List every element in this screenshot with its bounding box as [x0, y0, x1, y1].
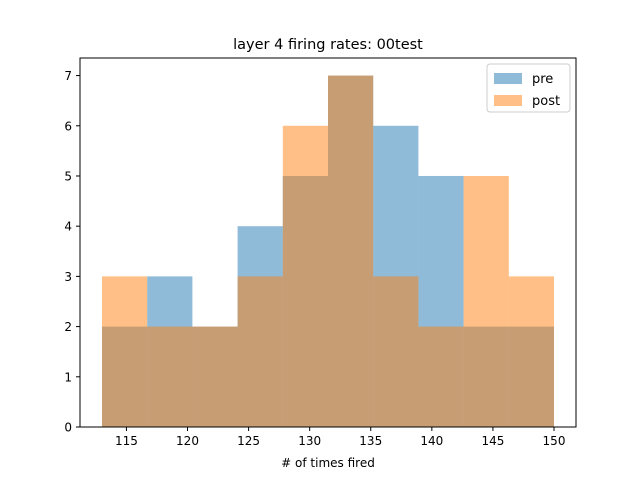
histogram-bar-post-1	[147, 326, 193, 427]
histogram-bar-post-6	[373, 276, 419, 427]
histogram-bar-post-4	[282, 125, 328, 427]
legend: pre post	[486, 63, 571, 113]
x-tick-label: 150	[543, 434, 566, 448]
histogram-bar-post-2	[192, 326, 238, 427]
bars-layer	[101, 75, 555, 428]
histogram-bar-post-3	[237, 276, 283, 427]
x-axis-label: # of times fired	[281, 456, 375, 470]
legend-label-pre: pre	[532, 72, 553, 87]
y-tick-label: 6	[64, 119, 72, 133]
legend-label-post: post	[532, 94, 560, 109]
legend-swatch-post	[494, 95, 522, 106]
plot-frame	[79, 57, 577, 428]
x-tick-label: 115	[115, 434, 138, 448]
x-tick-label: 125	[237, 434, 260, 448]
histogram-bar-post-5	[328, 75, 374, 428]
y-tick-label: 2	[64, 320, 72, 334]
legend-swatch-pre	[494, 73, 522, 84]
y-tick-label: 7	[64, 69, 72, 83]
x-tick-label: 130	[298, 434, 321, 448]
x-tick-label: 135	[359, 434, 382, 448]
y-tick-label: 1	[64, 370, 72, 384]
histogram-bar-post-7	[418, 326, 464, 427]
y-tick-label: 4	[64, 220, 72, 234]
histogram-bar-post-8	[463, 175, 509, 427]
histogram-bar-post-9	[508, 276, 555, 427]
x-axis: 115 120 125 130 135 140 145 150	[115, 427, 565, 448]
y-tick-label: 5	[64, 169, 72, 183]
chart-title: layer 4 firing rates: 00test	[233, 37, 423, 53]
x-tick-label: 145	[481, 434, 504, 448]
x-tick-label: 120	[176, 434, 199, 448]
y-tick-label: 3	[64, 270, 72, 284]
histogram-bar-post-0	[101, 276, 148, 427]
y-axis: 0 1 2 3 4 5 6 7	[64, 69, 80, 435]
x-tick-label: 140	[420, 434, 443, 448]
y-tick-label: 0	[64, 421, 72, 435]
